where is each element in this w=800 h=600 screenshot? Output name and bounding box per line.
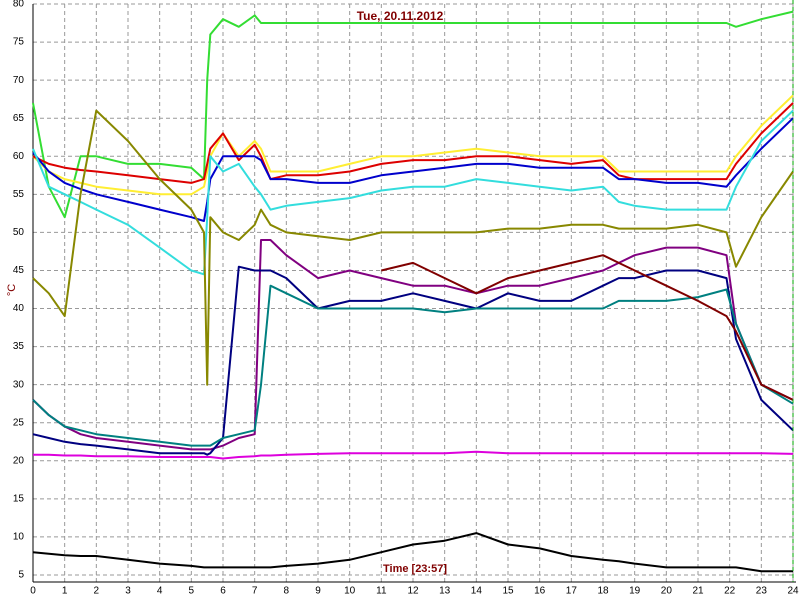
- x-tick-label: 15: [502, 586, 514, 597]
- x-tick-label: 10: [344, 586, 356, 597]
- x-tick-label: 8: [284, 586, 290, 597]
- x-tick-label: 11: [376, 586, 387, 597]
- series-line: [32, 94, 794, 196]
- x-tick-label: 23: [756, 586, 768, 597]
- x-tick-label: 1: [62, 586, 68, 597]
- series-line: [32, 532, 793, 573]
- x-axis-label: Time [23:57]: [383, 563, 447, 575]
- y-tick-label: 65: [13, 113, 25, 124]
- y-tick-label: 55: [13, 189, 25, 200]
- y-axis-label: °C: [6, 284, 18, 296]
- y-tick-label: 40: [13, 303, 25, 314]
- x-tick-label: 9: [315, 586, 321, 597]
- x-tick-label: 19: [629, 586, 641, 597]
- x-tick-label: 4: [157, 586, 163, 597]
- x-tick-label: 5: [189, 586, 195, 597]
- y-tick-label: 5: [18, 570, 24, 581]
- x-tick-label: 14: [471, 586, 483, 597]
- y-tick-label: 30: [13, 379, 25, 390]
- x-tick-label: 18: [597, 586, 609, 597]
- x-tick-label: 13: [439, 586, 451, 597]
- chart-title: Tue, 20.11.2012: [357, 9, 444, 23]
- series-line: [32, 239, 794, 451]
- y-tick-label: 20: [13, 455, 25, 466]
- x-tick-label: 2: [94, 586, 100, 597]
- x-tick-label: 6: [220, 586, 226, 597]
- series-line: [381, 254, 794, 401]
- y-tick-label: 45: [13, 265, 25, 276]
- series-line: [32, 10, 794, 219]
- x-tick-label: 24: [787, 586, 799, 597]
- x-tick-label: 16: [534, 586, 546, 597]
- y-tick-label: 10: [13, 532, 25, 543]
- x-tick-label: 20: [661, 586, 673, 597]
- x-tick-label: 21: [692, 586, 704, 597]
- x-tick-label: 17: [566, 586, 578, 597]
- x-tick-label: 12: [407, 586, 419, 597]
- y-tick-label: 70: [13, 75, 25, 86]
- x-tick-label: 3: [125, 586, 131, 597]
- series-line: [32, 102, 794, 184]
- x-tick-label: 7: [252, 586, 258, 597]
- series-line: [32, 117, 794, 222]
- y-tick-label: 75: [13, 37, 25, 48]
- series-line: [32, 109, 794, 386]
- x-tick-label: 22: [724, 586, 736, 597]
- series-line: [33, 450, 794, 460]
- y-tick-label: 25: [13, 417, 25, 428]
- y-tick-label: 15: [13, 494, 25, 505]
- x-tick-label: 0: [30, 586, 36, 597]
- y-tick-label: 80: [13, 0, 25, 10]
- y-tick-label: 35: [13, 341, 25, 352]
- y-tick-label: 60: [13, 151, 25, 162]
- series-line: [32, 284, 794, 447]
- y-tick-label: 50: [13, 227, 25, 238]
- series-line: [32, 109, 794, 276]
